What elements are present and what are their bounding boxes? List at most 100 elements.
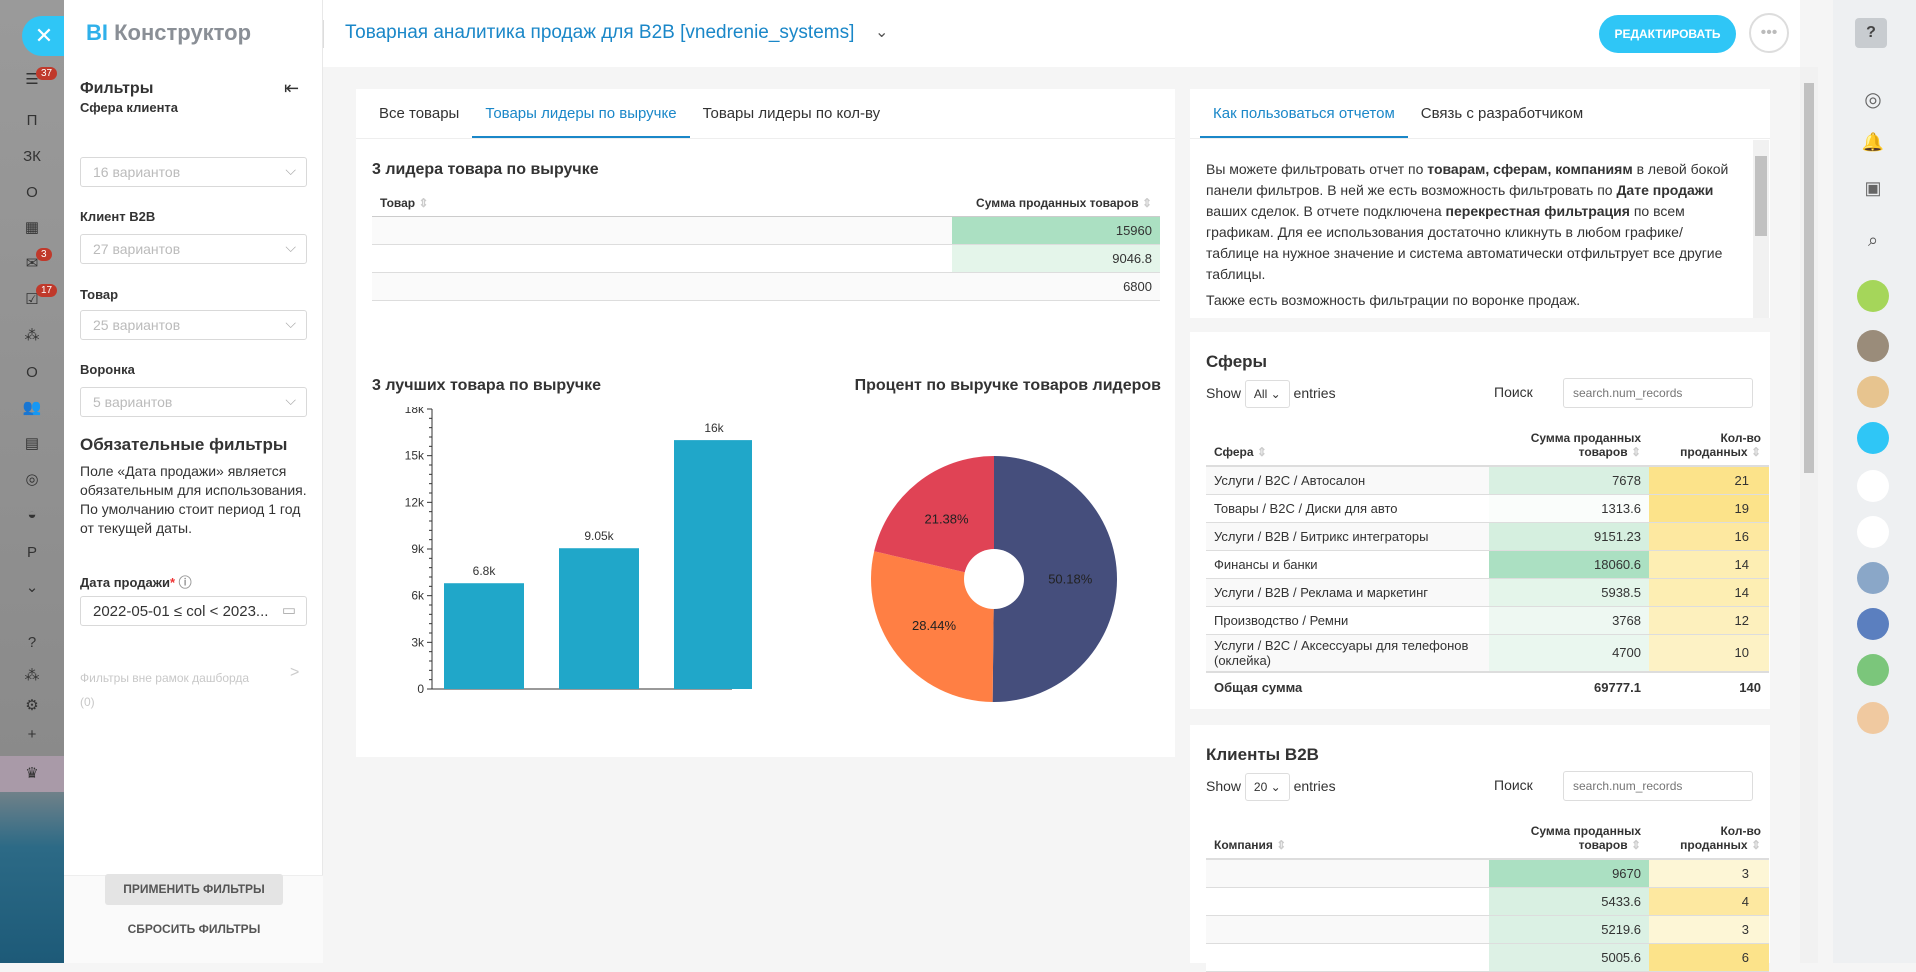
- tasks-icon[interactable]: ☑ 17: [0, 284, 64, 308]
- product-select[interactable]: 25 вариантов ⌵: [80, 310, 307, 340]
- avatar[interactable]: [1857, 280, 1889, 312]
- y-tick-label: 6k: [411, 589, 425, 603]
- apply-filters-button[interactable]: ПРИМЕНИТЬ ФИЛЬТРЫ: [105, 874, 283, 905]
- menu-item[interactable]: О: [26, 364, 38, 381]
- avatar[interactable]: [1857, 562, 1889, 594]
- chevron-down-icon[interactable]: ⌄: [875, 24, 889, 41]
- info-icon[interactable]: ⓘ: [178, 575, 192, 590]
- contact-card-icon[interactable]: ▤: [24, 435, 40, 452]
- help-icon[interactable]: ?: [27, 634, 37, 651]
- table-row[interactable]: Услуги / B2B / Реклама и маркетинг 5938.5…: [1206, 578, 1769, 606]
- edit-button[interactable]: РЕДАКТИРОВАТЬ: [1599, 15, 1736, 53]
- tab-quantity-leaders[interactable]: Товары лидеры по кол-ву: [702, 105, 881, 122]
- y-tick-label: 15k: [405, 449, 425, 463]
- table-row[interactable]: 9670 3: [1206, 859, 1769, 887]
- logo: BI Конструктор: [86, 20, 252, 45]
- bar-data-label: 9.05k: [584, 529, 614, 543]
- menu-item[interactable]: О: [26, 184, 38, 201]
- chat-icon[interactable]: ▣: [1864, 178, 1882, 198]
- show-entries: Show All ⌄ entries: [1206, 378, 1336, 408]
- plus-icon[interactable]: +: [27, 726, 37, 743]
- users-icon[interactable]: 👥: [22, 399, 42, 416]
- gear-icon[interactable]: ⚙: [25, 697, 39, 714]
- tab-contact-developer[interactable]: Связь с разработчиком: [1420, 105, 1584, 122]
- column-header[interactable]: Компания ⇕: [1214, 838, 1287, 852]
- funnel-select[interactable]: 5 вариантов ⌵: [80, 387, 307, 417]
- table-row[interactable]: 5219.6 3: [1206, 915, 1769, 943]
- avatar[interactable]: [1857, 376, 1889, 408]
- search-icon[interactable]: ⌕: [1867, 230, 1879, 250]
- copilot-icon[interactable]: ◎: [1864, 89, 1882, 111]
- menu-item[interactable]: Р: [26, 544, 37, 561]
- client-select[interactable]: 27 вариантов ⌵: [80, 234, 307, 264]
- crown-icon[interactable]: ♛: [0, 756, 64, 792]
- help-icon[interactable]: ?: [1855, 18, 1887, 48]
- outside-filters-link[interactable]: Фильтры вне рамок дашборда (0): [80, 671, 250, 709]
- table-row[interactable]: 5433.6 4: [1206, 887, 1769, 915]
- clients-table: Компания ⇕ Сумма проданных товаров ⇕ Кол-в…: [1206, 813, 1769, 972]
- donut-hole: [964, 549, 1024, 609]
- avatar[interactable]: [1857, 654, 1889, 686]
- entries-select[interactable]: 20 ⌄: [1244, 773, 1290, 801]
- table-row[interactable]: Финансы и банки 18060.6 14: [1206, 550, 1769, 578]
- chevron-down-icon[interactable]: ⌄: [25, 579, 39, 596]
- more-button[interactable]: •••: [1749, 13, 1789, 53]
- column-header[interactable]: Кол-во проданных ⇕: [1680, 431, 1761, 459]
- page-scrollbar[interactable]: [1800, 67, 1818, 963]
- column-header[interactable]: Кол-во проданных ⇕: [1680, 824, 1761, 852]
- entries-select[interactable]: All ⌄: [1244, 380, 1290, 408]
- col-sum[interactable]: Сумма проданных товаров ⇕: [976, 195, 1152, 210]
- cell-qty: 16: [1649, 522, 1769, 550]
- column-header[interactable]: Сфера ⇕: [1214, 445, 1267, 459]
- date-range-input[interactable]: 2022-05-01 ≤ col < 2023... ▭: [80, 596, 307, 626]
- cell-qty: 19: [1649, 494, 1769, 522]
- table-row[interactable]: 9046.8: [372, 244, 1160, 272]
- network-icon[interactable]: ⁂: [24, 667, 40, 684]
- table-row[interactable]: Услуги / B2C / Автосалон 7678 21: [1206, 466, 1769, 494]
- reset-filters-button[interactable]: СБРОСИТЬ ФИЛЬТРЫ: [127, 922, 261, 936]
- crm-icon[interactable]: ⁂: [24, 327, 40, 344]
- tab-how-to-use[interactable]: Как пользоваться отчетом: [1200, 89, 1408, 138]
- close-button[interactable]: ✕: [22, 16, 66, 56]
- robot-icon[interactable]: ◒: [27, 506, 37, 523]
- app-icon[interactable]: [1857, 470, 1889, 502]
- calendar-icon[interactable]: ▭: [281, 602, 296, 619]
- table-row[interactable]: Производство / Ремни 3768 12: [1206, 606, 1769, 634]
- leaders-table: Товар ⇕ Сумма проданных товаров ⇕ 15960 9…: [372, 190, 1160, 301]
- menu-item[interactable]: ЗК: [23, 148, 41, 165]
- pie-chart-title: Процент по выручке товаров лидеров: [854, 377, 1161, 394]
- column-header[interactable]: Сумма проданных товаров ⇕: [1530, 431, 1641, 459]
- avatar[interactable]: [1857, 330, 1889, 362]
- info-text-part: ваших сделок. В отчете подключена: [1206, 203, 1446, 219]
- target-icon[interactable]: ◎: [25, 471, 39, 488]
- field-label: Воронка: [80, 362, 135, 377]
- group-icon[interactable]: [1857, 608, 1889, 640]
- table-row[interactable]: Услуги / B2B / Битрикс интеграторы 9151.2…: [1206, 522, 1769, 550]
- bell-icon[interactable]: 🔔: [1861, 132, 1885, 152]
- collapse-panel-icon[interactable]: ⇤: [284, 78, 300, 98]
- info-tabs: Как пользоваться отчетом Связь с разрабо…: [1190, 89, 1770, 139]
- tab-revenue-leaders[interactable]: Товары лидеры по выручке: [472, 89, 690, 138]
- info-scrollbar[interactable]: [1753, 140, 1769, 318]
- column-header[interactable]: Сумма проданных товаров ⇕: [1530, 824, 1641, 852]
- spheres-search-input[interactable]: [1563, 378, 1753, 408]
- table-row[interactable]: 6800: [372, 272, 1160, 300]
- menu-item[interactable]: П: [26, 112, 38, 129]
- pie-slice: [874, 456, 994, 579]
- mail-icon[interactable]: ✉ 3: [0, 248, 64, 272]
- clients-search-input[interactable]: [1563, 771, 1753, 801]
- avatar[interactable]: [1857, 702, 1889, 734]
- chevron-right-icon[interactable]: >: [290, 664, 300, 681]
- tab-all-products[interactable]: Все товары: [379, 105, 460, 122]
- table-row[interactable]: Товары / B2C / Диски для авто 1313.6 19: [1206, 494, 1769, 522]
- video-icon[interactable]: [1857, 422, 1889, 454]
- sphere-select[interactable]: 16 вариантов ⌵: [80, 157, 307, 187]
- y-tick-label: 0: [417, 682, 424, 696]
- table-row[interactable]: 5005.6 6: [1206, 943, 1769, 971]
- app-icon[interactable]: [1857, 516, 1889, 548]
- calendar-icon[interactable]: ▦: [24, 219, 40, 236]
- table-row[interactable]: Услуги / B2C / Аксессуары для телефонов …: [1206, 634, 1769, 672]
- table-row[interactable]: 15960: [372, 216, 1160, 244]
- filter-icon[interactable]: ☰ 37: [0, 67, 64, 88]
- col-product[interactable]: Товар ⇕: [380, 195, 429, 210]
